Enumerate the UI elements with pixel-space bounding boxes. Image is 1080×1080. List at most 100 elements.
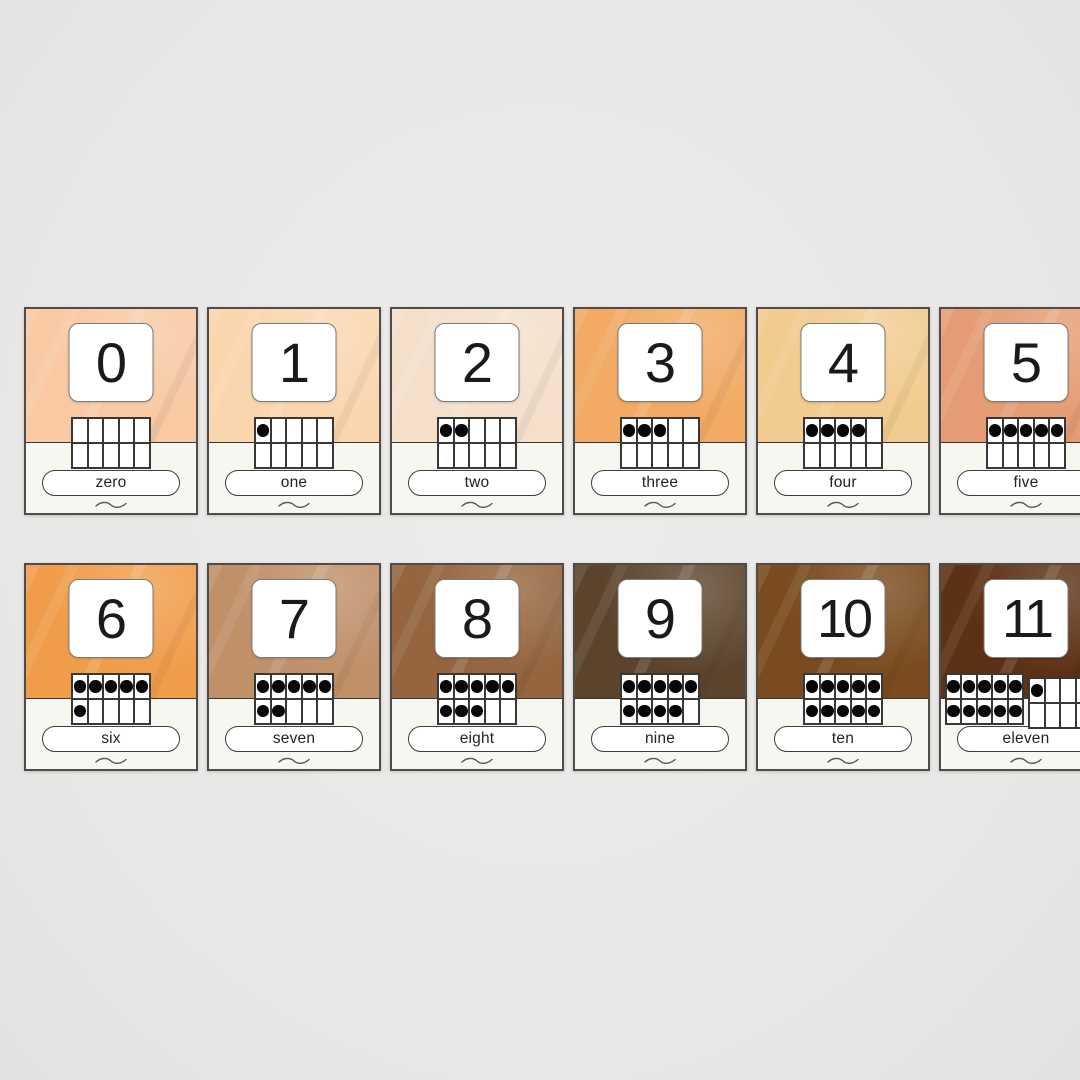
counter-dot [455,424,468,437]
number-card: 5 five [939,307,1080,515]
counter-dot [501,680,515,693]
ten-frame-cell [1002,418,1019,443]
counter-dot [1030,684,1043,697]
ten-frame-cell [87,442,104,468]
number-tile: 3 [617,323,703,402]
ten-frame-cell [438,674,454,699]
ten-frame-cell [804,442,820,468]
ten-frame-cell [652,698,668,724]
counter-dot [439,424,453,437]
counter-dot [684,680,698,693]
counter-dot [73,680,87,693]
counter-dot [622,704,636,718]
ten-frame-cell [1007,698,1023,724]
ten-frame-cell [270,442,287,468]
counter-dot [1035,424,1048,437]
ten-frame-cell [317,442,333,468]
ten-frame-cell [987,442,1003,468]
ten-frame-cell [484,674,501,699]
counter-dot [653,424,667,437]
ten-frame-cell [667,674,684,699]
ten-frame-cell [1018,418,1034,443]
word-pill: nine [591,726,729,752]
ten-frame-cell [652,418,668,443]
ten-frame-cell [317,698,333,724]
ten-frame-cell [1033,418,1050,443]
counter-dot [638,424,651,437]
counter-dot [622,424,636,437]
ten-frame-cell [134,674,150,699]
ten-frame-cell [850,674,867,699]
word-label: one [280,474,308,491]
number-label: 6 [95,586,127,650]
ten-frame-cell [438,698,454,724]
counter-dot [805,424,819,437]
number-card: 4 four [756,307,930,515]
counter-dot [303,680,316,693]
ten-frame-cell [118,442,135,468]
ten-frame-cell [469,442,485,468]
ten-frame-cell [976,698,992,724]
ten-frame-cell [469,674,485,699]
counter-dot [993,704,1006,718]
ten-frame-cell [317,674,333,699]
ten-frame-cell [835,674,851,699]
ten-frame-cell [1029,678,1045,703]
counter-dot [653,680,667,693]
counter-dot [256,704,270,718]
ten-frame-cell [667,698,684,724]
ten-frame-cell [484,698,501,724]
ten-frame [71,673,151,725]
counter-dot [272,680,285,693]
ten-frame-cell [1049,418,1065,443]
squiggle-icon [827,501,859,508]
ten-frame-cell [804,418,820,443]
number-card: 1 one [207,307,381,515]
ten-frame-cell [453,674,470,699]
ten-frame [803,673,883,725]
ten-frame-cell [103,698,119,724]
ten-frame-cell [500,674,516,699]
ten-frame-cell [987,418,1003,443]
ten-frame-cell [1044,702,1060,728]
ten-frame-area [575,673,745,725]
counter-dot [256,680,270,693]
ten-frame-cell [103,674,119,699]
ten-frame-area [941,417,1080,469]
squiggle-icon [461,501,493,508]
number-label: 3 [644,330,676,394]
ten-frame-cell [286,698,302,724]
number-tile: 10 [800,579,886,658]
ten-frame-cell [1075,702,1080,728]
counter-dot [821,424,834,437]
ten-frame-cell [992,674,1008,699]
ten-frame-cell [286,674,302,699]
ten-frame-cell [835,418,851,443]
ten-frame-area [575,417,745,469]
ten-frame-cell [317,418,333,443]
word-label: eight [459,730,495,747]
ten-frame-cell [72,698,88,724]
ten-frame-cell [286,418,302,443]
squiggle-icon [827,757,859,764]
ten-frame-cell [469,698,485,724]
ten-frame-cell [72,674,88,699]
ten-frame-cell [134,442,150,468]
counter-dot [852,680,865,693]
number-tile: 5 [983,323,1069,402]
number-label: 9 [644,586,676,650]
ten-frame-cell [866,418,882,443]
number-card: 9 nine [573,563,747,771]
word-pill: eight [408,726,546,752]
ten-frame-cell [835,442,851,468]
ten-frame-cell [87,674,104,699]
ten-frame-cell [134,418,150,443]
word-pill: one [225,470,363,496]
counter-dot [622,680,636,693]
counter-dot [821,680,834,693]
ten-frame-cell [850,442,867,468]
counter-dot [470,704,484,718]
counter-dot [1004,424,1017,437]
counter-dot [993,680,1006,693]
word-label: seven [272,730,316,747]
